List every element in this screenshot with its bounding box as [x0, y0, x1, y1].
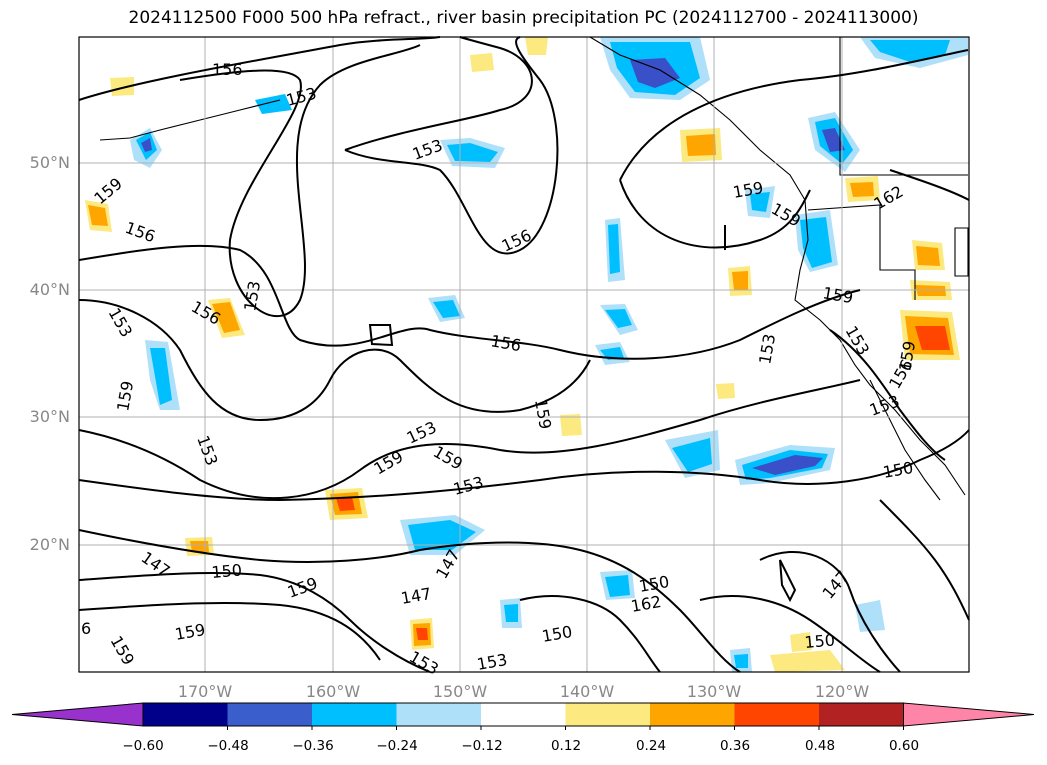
lat-label: 20°N — [29, 535, 70, 554]
colorbar-segment — [565, 703, 651, 726]
colorbar-segment — [396, 703, 482, 726]
gridlines — [79, 37, 969, 672]
lon-label: 120°W — [814, 682, 870, 701]
colorbar-segment — [227, 703, 313, 726]
lon-label: 150°W — [432, 682, 488, 701]
colorbar-outline — [142, 702, 904, 727]
colorbar-segment — [650, 703, 735, 726]
refractivity-contours — [78, 36, 970, 673]
colorbar-tick-label: 0.12 — [550, 738, 582, 754]
colorbar-tick-label: 0.48 — [804, 738, 836, 754]
colorbar-segment — [143, 703, 228, 726]
map-frame — [78, 36, 970, 673]
shaded-anomalies — [85, 37, 968, 672]
colorbar-extend-low — [11, 702, 144, 727]
lon-label: 130°W — [686, 682, 742, 701]
contour-label: 6 — [81, 619, 91, 638]
contour-label: 150 — [804, 630, 836, 652]
colorbar-segment — [734, 703, 820, 726]
colorbar-extend-high — [903, 702, 1035, 727]
lat-label: 40°N — [29, 280, 70, 299]
colorbar-tick-label: 0.24 — [635, 738, 667, 754]
colorbar-tick-label: −0.48 — [207, 738, 249, 754]
colorbar-tick-label: −0.60 — [122, 738, 164, 754]
colorbar-tick-label: −0.36 — [292, 738, 334, 754]
coastlines — [99, 36, 969, 501]
contour-label: 150 — [211, 560, 243, 582]
lon-label: 170°W — [177, 682, 233, 701]
colorbar — [11, 702, 1035, 730]
lat-label: 30°N — [29, 407, 70, 426]
colorbar-tick-label: 0.60 — [888, 738, 920, 754]
colorbar-tick-label: 0.36 — [719, 738, 751, 754]
colorbar-tick-label: −0.24 — [376, 738, 418, 754]
lon-label: 160°W — [305, 682, 361, 701]
lat-label: 50°N — [29, 153, 70, 172]
colorbar-tick-label: −0.12 — [461, 738, 503, 754]
colorbar-segment — [819, 703, 904, 726]
lon-label: 140°W — [559, 682, 615, 701]
contour-label: 156 — [212, 60, 243, 79]
colorbar-segment — [312, 703, 397, 726]
chart-title: 2024112500 F000 500 hPa refract., river … — [128, 8, 919, 28]
colorbar-segment — [481, 703, 566, 726]
